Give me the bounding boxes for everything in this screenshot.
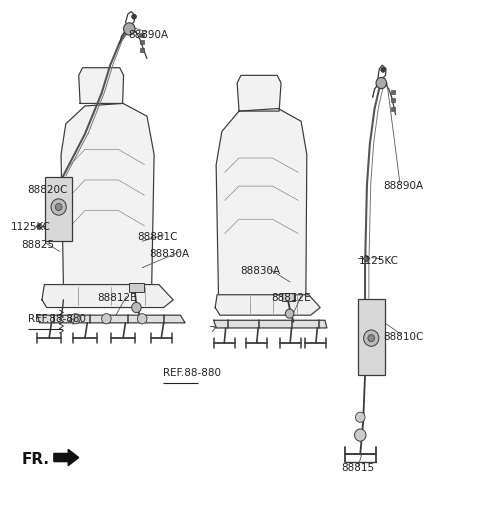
Circle shape bbox=[132, 303, 141, 312]
Polygon shape bbox=[61, 104, 154, 285]
Text: 88812E: 88812E bbox=[97, 293, 136, 303]
Text: 88815: 88815 bbox=[341, 463, 374, 473]
Text: 88890A: 88890A bbox=[383, 181, 423, 191]
Circle shape bbox=[132, 14, 136, 19]
Text: FR.: FR. bbox=[22, 451, 49, 466]
Bar bbox=[359, 300, 384, 375]
Text: 1125KC: 1125KC bbox=[11, 222, 51, 232]
Text: 88810C: 88810C bbox=[383, 332, 423, 342]
Circle shape bbox=[364, 330, 379, 346]
Circle shape bbox=[368, 334, 374, 342]
Text: REF.88-880: REF.88-880 bbox=[163, 368, 221, 378]
Text: 88825: 88825 bbox=[22, 240, 55, 250]
Text: 88881C: 88881C bbox=[137, 232, 178, 242]
Circle shape bbox=[355, 429, 366, 441]
Polygon shape bbox=[214, 320, 327, 328]
Polygon shape bbox=[42, 285, 173, 307]
Text: 88820C: 88820C bbox=[28, 185, 68, 195]
Bar bbox=[45, 177, 72, 241]
Circle shape bbox=[381, 67, 385, 72]
Circle shape bbox=[55, 204, 62, 210]
Polygon shape bbox=[54, 449, 79, 466]
Polygon shape bbox=[215, 295, 320, 315]
Circle shape bbox=[71, 313, 80, 324]
Text: REF.88-880: REF.88-880 bbox=[28, 314, 85, 324]
Polygon shape bbox=[79, 68, 123, 104]
Bar bbox=[282, 293, 295, 302]
Text: 88812E: 88812E bbox=[271, 293, 311, 303]
Bar bbox=[129, 283, 144, 292]
Text: 88830A: 88830A bbox=[240, 266, 280, 276]
Circle shape bbox=[102, 313, 111, 324]
Polygon shape bbox=[37, 315, 185, 323]
Text: 1125KC: 1125KC bbox=[359, 255, 398, 266]
Circle shape bbox=[376, 77, 386, 89]
Text: 88890A: 88890A bbox=[128, 30, 168, 40]
Polygon shape bbox=[237, 75, 281, 111]
Polygon shape bbox=[216, 109, 307, 298]
Circle shape bbox=[356, 412, 365, 422]
Circle shape bbox=[137, 313, 147, 324]
Circle shape bbox=[123, 23, 135, 35]
Text: 88830A: 88830A bbox=[149, 249, 190, 259]
Circle shape bbox=[285, 309, 294, 318]
Circle shape bbox=[51, 199, 66, 215]
